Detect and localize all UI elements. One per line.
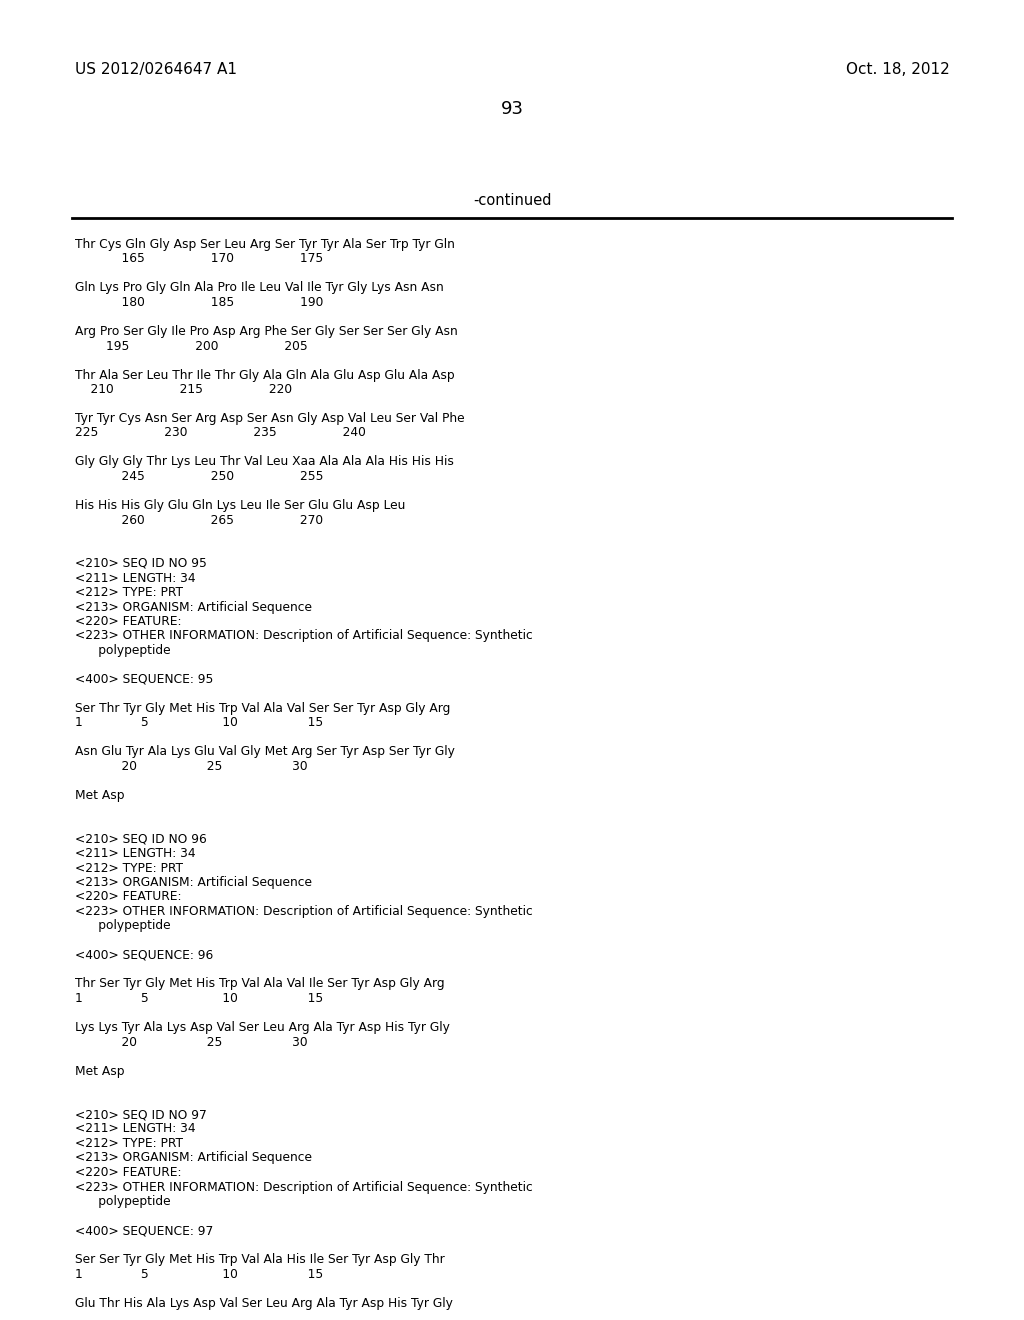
Text: <213> ORGANISM: Artificial Sequence: <213> ORGANISM: Artificial Sequence <box>75 876 312 888</box>
Text: Thr Ala Ser Leu Thr Ile Thr Gly Ala Gln Ala Glu Asp Glu Ala Asp: Thr Ala Ser Leu Thr Ile Thr Gly Ala Gln … <box>75 368 455 381</box>
Text: 195                 200                 205: 195 200 205 <box>75 339 308 352</box>
Text: 1               5                   10                  15: 1 5 10 15 <box>75 717 324 730</box>
Text: <220> FEATURE:: <220> FEATURE: <box>75 891 181 903</box>
Text: 180                 185                 190: 180 185 190 <box>75 296 324 309</box>
Text: <212> TYPE: PRT: <212> TYPE: PRT <box>75 862 183 874</box>
Text: 210                 215                 220: 210 215 220 <box>75 383 292 396</box>
Text: <213> ORGANISM: Artificial Sequence: <213> ORGANISM: Artificial Sequence <box>75 601 312 614</box>
Text: <211> LENGTH: 34: <211> LENGTH: 34 <box>75 847 196 861</box>
Text: <212> TYPE: PRT: <212> TYPE: PRT <box>75 586 183 599</box>
Text: 20                  25                  30: 20 25 30 <box>75 760 307 774</box>
Text: Met Asp: Met Asp <box>75 1064 125 1077</box>
Text: polypeptide: polypeptide <box>75 644 171 657</box>
Text: <212> TYPE: PRT: <212> TYPE: PRT <box>75 1137 183 1150</box>
Text: 1               5                   10                  15: 1 5 10 15 <box>75 1267 324 1280</box>
Text: <223> OTHER INFORMATION: Description of Artificial Sequence: Synthetic: <223> OTHER INFORMATION: Description of … <box>75 1180 532 1193</box>
Text: Glu Thr His Ala Lys Asp Val Ser Leu Arg Ala Tyr Asp His Tyr Gly: Glu Thr His Ala Lys Asp Val Ser Leu Arg … <box>75 1296 453 1309</box>
Text: 260                 265                 270: 260 265 270 <box>75 513 324 527</box>
Text: <211> LENGTH: 34: <211> LENGTH: 34 <box>75 572 196 585</box>
Text: <211> LENGTH: 34: <211> LENGTH: 34 <box>75 1122 196 1135</box>
Text: 1               5                   10                  15: 1 5 10 15 <box>75 993 324 1005</box>
Text: Gln Lys Pro Gly Gln Ala Pro Ile Leu Val Ile Tyr Gly Lys Asn Asn: Gln Lys Pro Gly Gln Ala Pro Ile Leu Val … <box>75 281 443 294</box>
Text: <400> SEQUENCE: 97: <400> SEQUENCE: 97 <box>75 1224 213 1237</box>
Text: 225                 230                 235                 240: 225 230 235 240 <box>75 426 366 440</box>
Text: <400> SEQUENCE: 95: <400> SEQUENCE: 95 <box>75 673 213 686</box>
Text: Oct. 18, 2012: Oct. 18, 2012 <box>846 62 950 77</box>
Text: US 2012/0264647 A1: US 2012/0264647 A1 <box>75 62 237 77</box>
Text: <223> OTHER INFORMATION: Description of Artificial Sequence: Synthetic: <223> OTHER INFORMATION: Description of … <box>75 906 532 917</box>
Text: Ser Ser Tyr Gly Met His Trp Val Ala His Ile Ser Tyr Asp Gly Thr: Ser Ser Tyr Gly Met His Trp Val Ala His … <box>75 1253 444 1266</box>
Text: <223> OTHER INFORMATION: Description of Artificial Sequence: Synthetic: <223> OTHER INFORMATION: Description of … <box>75 630 532 643</box>
Text: polypeptide: polypeptide <box>75 920 171 932</box>
Text: Thr Ser Tyr Gly Met His Trp Val Ala Val Ile Ser Tyr Asp Gly Arg: Thr Ser Tyr Gly Met His Trp Val Ala Val … <box>75 978 444 990</box>
Text: 245                 250                 255: 245 250 255 <box>75 470 324 483</box>
Text: Tyr Tyr Cys Asn Ser Arg Asp Ser Asn Gly Asp Val Leu Ser Val Phe: Tyr Tyr Cys Asn Ser Arg Asp Ser Asn Gly … <box>75 412 465 425</box>
Text: <210> SEQ ID NO 96: <210> SEQ ID NO 96 <box>75 833 207 846</box>
Text: <220> FEATURE:: <220> FEATURE: <box>75 1166 181 1179</box>
Text: 165                 170                 175: 165 170 175 <box>75 252 324 265</box>
Text: His His His Gly Glu Gln Lys Leu Ile Ser Glu Glu Asp Leu: His His His Gly Glu Gln Lys Leu Ile Ser … <box>75 499 406 512</box>
Text: 93: 93 <box>501 100 523 117</box>
Text: <210> SEQ ID NO 95: <210> SEQ ID NO 95 <box>75 557 207 570</box>
Text: Lys Lys Tyr Ala Lys Asp Val Ser Leu Arg Ala Tyr Asp His Tyr Gly: Lys Lys Tyr Ala Lys Asp Val Ser Leu Arg … <box>75 1020 450 1034</box>
Text: <210> SEQ ID NO 97: <210> SEQ ID NO 97 <box>75 1107 207 1121</box>
Text: 20                  25                  30: 20 25 30 <box>75 1035 307 1048</box>
Text: -continued: -continued <box>473 193 551 209</box>
Text: Ser Thr Tyr Gly Met His Trp Val Ala Val Ser Ser Tyr Asp Gly Arg: Ser Thr Tyr Gly Met His Trp Val Ala Val … <box>75 702 451 715</box>
Text: Gly Gly Gly Thr Lys Leu Thr Val Leu Xaa Ala Ala Ala His His His: Gly Gly Gly Thr Lys Leu Thr Val Leu Xaa … <box>75 455 454 469</box>
Text: polypeptide: polypeptide <box>75 1195 171 1208</box>
Text: <213> ORGANISM: Artificial Sequence: <213> ORGANISM: Artificial Sequence <box>75 1151 312 1164</box>
Text: Met Asp: Met Asp <box>75 789 125 803</box>
Text: Asn Glu Tyr Ala Lys Glu Val Gly Met Arg Ser Tyr Asp Ser Tyr Gly: Asn Glu Tyr Ala Lys Glu Val Gly Met Arg … <box>75 746 455 759</box>
Text: <220> FEATURE:: <220> FEATURE: <box>75 615 181 628</box>
Text: Thr Cys Gln Gly Asp Ser Leu Arg Ser Tyr Tyr Ala Ser Trp Tyr Gln: Thr Cys Gln Gly Asp Ser Leu Arg Ser Tyr … <box>75 238 455 251</box>
Text: <400> SEQUENCE: 96: <400> SEQUENCE: 96 <box>75 949 213 961</box>
Text: Arg Pro Ser Gly Ile Pro Asp Arg Phe Ser Gly Ser Ser Ser Gly Asn: Arg Pro Ser Gly Ile Pro Asp Arg Phe Ser … <box>75 325 458 338</box>
